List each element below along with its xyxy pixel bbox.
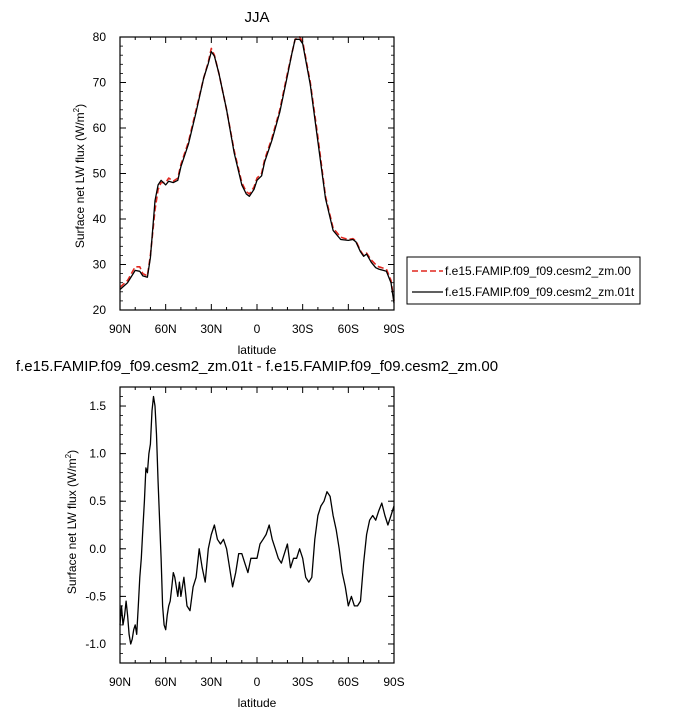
- top-ytick-label: 50: [93, 167, 107, 181]
- top-xtick-label: 0: [254, 322, 261, 336]
- bottom-chart-title: f.e15.FAMIP.f09_f09.cesm2_zm.01t - f.e15…: [16, 358, 498, 375]
- top-ytick-label: 20: [93, 303, 107, 317]
- bottom-xtick-label: 0: [254, 675, 261, 689]
- legend-label-test: f.e15.FAMIP.f09_f09.cesm2_zm.01t: [445, 285, 635, 299]
- bottom-xtick-label: 30N: [200, 675, 222, 689]
- top-ytick-label: 70: [93, 76, 107, 90]
- top-xtick-label: 30N: [200, 322, 222, 336]
- top-ytick-label: 80: [93, 30, 107, 44]
- bottom-xtick-label: 30S: [292, 675, 313, 689]
- bottom-ytick-label: 0.0: [89, 542, 106, 556]
- top-xtick-label: 90N: [109, 322, 131, 336]
- top-y-axis-label: Surface net LW flux (W/m2): [72, 104, 87, 248]
- top-ytick-label: 60: [93, 121, 107, 135]
- top-ytick-label: 30: [93, 258, 107, 272]
- bottom-xtick-label: 60S: [338, 675, 359, 689]
- top-chart-title: JJA: [244, 9, 269, 26]
- legend-label-ctrl: f.e15.FAMIP.f09_f09.cesm2_zm.00: [445, 264, 631, 278]
- bottom-x-axis-label: latitude: [238, 696, 277, 710]
- bottom-xtick-label: 90S: [383, 675, 404, 689]
- bottom-xtick-label: 60N: [155, 675, 177, 689]
- top-plot-frame: [119, 36, 395, 311]
- bottom-y-axis-label: Surface net LW flux (W/m2): [64, 450, 79, 594]
- legend-box: [406, 256, 641, 305]
- top-series-0: [119, 36, 395, 302]
- top-xtick-label: 30S: [292, 322, 313, 336]
- top-ytick-label: 40: [93, 212, 107, 226]
- bottom-plot: 90N 60N 30N 0 30S 60S 90S -1.0 -0.5 0.0 0.5 1.0 1.5: [85, 386, 405, 689]
- bottom-ytick-label: -1.0: [85, 637, 106, 651]
- bottom-series-0: [119, 395, 395, 645]
- top-xtick-label: 90S: [383, 322, 404, 336]
- top-x-axis-label: latitude: [238, 343, 277, 357]
- bottom-ytick-label: 1.5: [89, 399, 106, 413]
- bottom-xtick-label: 90N: [109, 675, 131, 689]
- top-xtick-label: 60S: [338, 322, 359, 336]
- legend: f.e15.FAMIP.f09_f09.cesm2_zm.00 f.e15.FA…: [406, 256, 641, 305]
- bottom-plot-frame: [119, 386, 395, 664]
- top-series-1: [119, 38, 395, 304]
- bottom-ytick-label: -0.5: [85, 589, 106, 603]
- bottom-ytick-label: 1.0: [89, 447, 106, 461]
- top-plot: 90N 60N 30N 0 30S 60S 90S 20 30 40 50 60 70 80: [93, 30, 405, 336]
- top-xtick-label: 60N: [155, 322, 177, 336]
- bottom-ytick-label: 0.5: [89, 494, 106, 508]
